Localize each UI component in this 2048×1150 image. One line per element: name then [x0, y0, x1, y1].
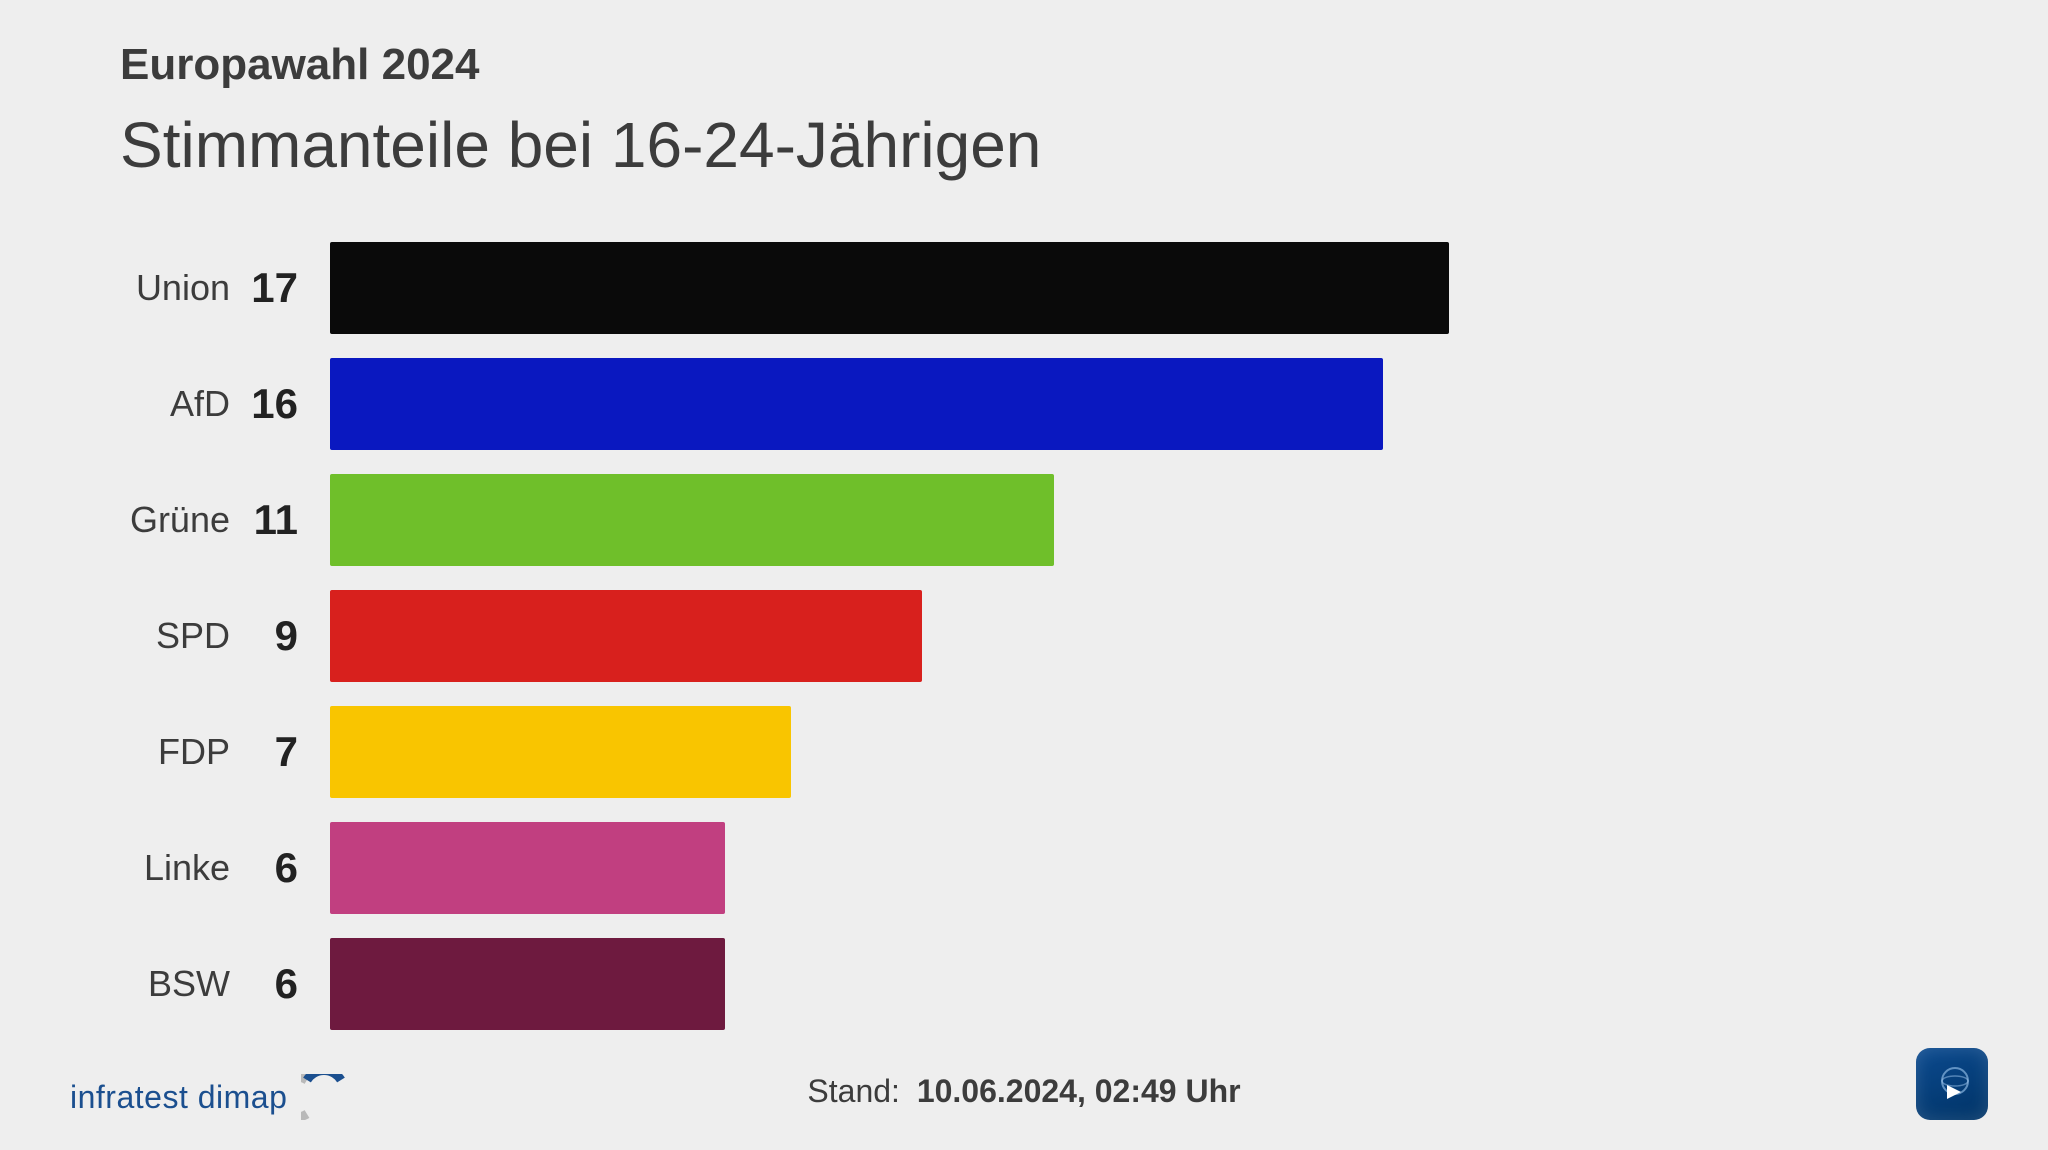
bar-row: SPD9 — [90, 578, 1928, 694]
bar-fill — [330, 822, 725, 914]
party-label: Union — [90, 267, 240, 309]
bar-chart: Union17AfD16Grüne11SPD9FDP7Linke6BSW6 — [90, 230, 1928, 1042]
bar-track — [330, 358, 1928, 450]
party-label: FDP — [90, 731, 240, 773]
party-label: AfD — [90, 383, 240, 425]
bar-track — [330, 474, 1928, 566]
source-attribution: infratest dimap — [70, 1074, 347, 1120]
timestamp-value: 10.06.2024, 02:49 Uhr — [917, 1073, 1241, 1109]
party-label: SPD — [90, 615, 240, 657]
bar-fill — [330, 706, 791, 798]
bar-value: 9 — [240, 612, 330, 660]
timestamp: Stand: 10.06.2024, 02:49 Uhr — [807, 1073, 1240, 1110]
bar-value: 6 — [240, 960, 330, 1008]
bar-track — [330, 242, 1928, 334]
bar-row: Union17 — [90, 230, 1928, 346]
timestamp-label: Stand: — [807, 1073, 900, 1109]
bar-value: 17 — [240, 264, 330, 312]
bar-row: Linke6 — [90, 810, 1928, 926]
bar-row: AfD16 — [90, 346, 1928, 462]
bar-fill — [330, 938, 725, 1030]
party-label: Linke — [90, 847, 240, 889]
broadcaster-logo-icon — [1916, 1048, 1988, 1120]
bar-fill — [330, 358, 1383, 450]
bar-row: BSW6 — [90, 926, 1928, 1042]
bar-row: FDP7 — [90, 694, 1928, 810]
bar-value: 16 — [240, 380, 330, 428]
source-text: infratest dimap — [70, 1079, 287, 1116]
bar-fill — [330, 474, 1054, 566]
chart-supertitle: Europawahl 2024 — [120, 40, 1041, 90]
bar-fill — [330, 242, 1449, 334]
bar-value: 11 — [240, 496, 330, 544]
bar-track — [330, 706, 1928, 798]
party-label: BSW — [90, 963, 240, 1005]
chart-title: Stimmanteile bei 16-24-Jährigen — [120, 108, 1041, 182]
bar-track — [330, 938, 1928, 1030]
bar-value: 7 — [240, 728, 330, 776]
source-logo-icon — [301, 1074, 347, 1120]
bar-fill — [330, 590, 922, 682]
chart-footer: infratest dimap Stand: 10.06.2024, 02:49… — [0, 1050, 2048, 1120]
chart-header: Europawahl 2024 Stimmanteile bei 16-24-J… — [120, 40, 1041, 182]
party-label: Grüne — [90, 499, 240, 541]
bar-track — [330, 590, 1928, 682]
bar-track — [330, 822, 1928, 914]
bar-row: Grüne11 — [90, 462, 1928, 578]
bar-value: 6 — [240, 844, 330, 892]
